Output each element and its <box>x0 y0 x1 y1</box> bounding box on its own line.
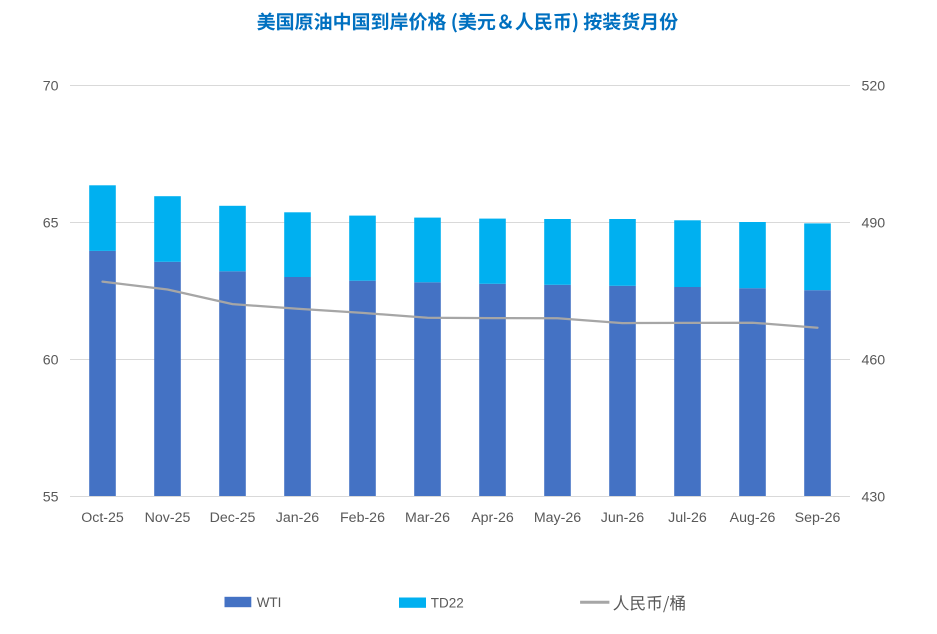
svg-text:May-26: May-26 <box>534 510 581 526</box>
svg-text:Jan-26: Jan-26 <box>276 510 319 526</box>
svg-text:65: 65 <box>43 216 59 232</box>
svg-text:Sep-26: Sep-26 <box>795 510 841 526</box>
svg-text:Jul-26: Jul-26 <box>668 510 707 526</box>
svg-text:Jun-26: Jun-26 <box>601 510 644 526</box>
svg-text:Aug-26: Aug-26 <box>730 510 776 526</box>
svg-text:490: 490 <box>862 216 886 232</box>
svg-text:60: 60 <box>43 353 59 369</box>
svg-text:Mar-26: Mar-26 <box>405 510 450 526</box>
svg-text:Feb-26: Feb-26 <box>340 510 385 526</box>
svg-text:WTI: WTI <box>257 595 282 610</box>
svg-text:Apr-26: Apr-26 <box>471 510 514 526</box>
svg-text:TD22: TD22 <box>431 595 464 610</box>
svg-text:520: 520 <box>862 79 886 95</box>
svg-text:Dec-25: Dec-25 <box>210 510 256 526</box>
svg-text:55: 55 <box>43 490 59 506</box>
svg-text:Nov-25: Nov-25 <box>145 510 191 526</box>
svg-text:70: 70 <box>43 79 59 95</box>
svg-text:430: 430 <box>862 490 886 506</box>
svg-text:Oct-25: Oct-25 <box>81 510 124 526</box>
svg-text:460: 460 <box>862 353 886 369</box>
